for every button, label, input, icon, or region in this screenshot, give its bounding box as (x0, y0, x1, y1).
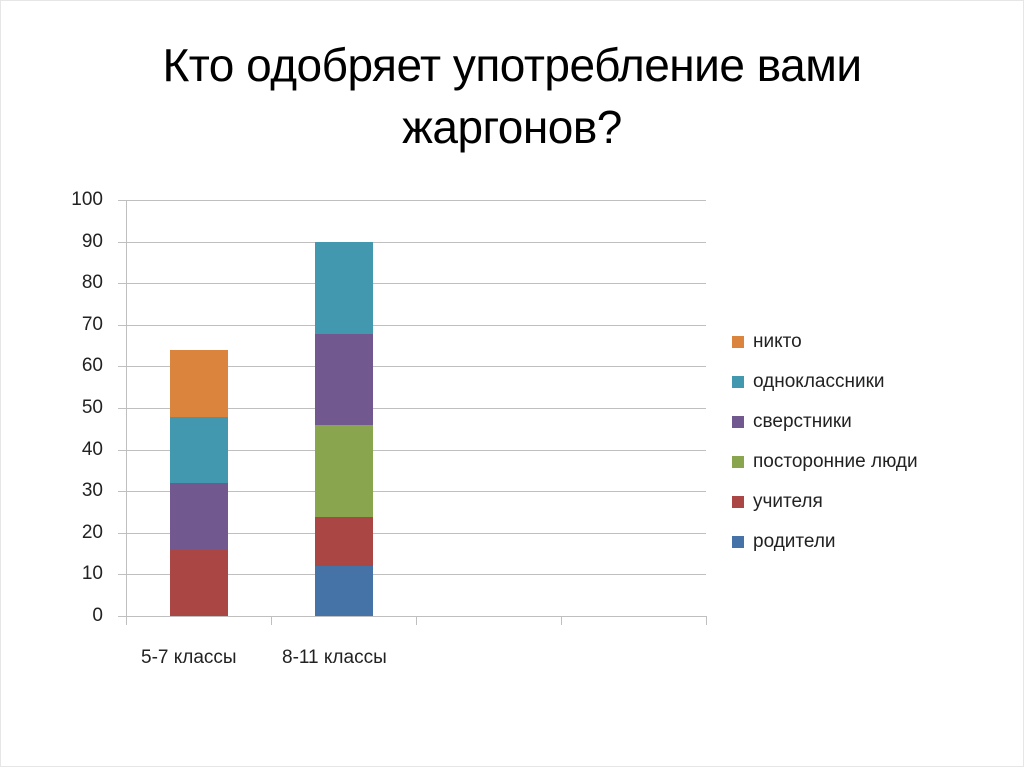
x-tick-mark (561, 616, 562, 625)
y-axis-line (126, 200, 127, 624)
title-line-1: Кто одобряет употребление вами (162, 39, 862, 91)
legend-swatch-icon (732, 336, 744, 348)
legend: никто одноклассники сверстники посторонние … (732, 322, 918, 562)
x-tick-mark (126, 616, 127, 625)
legend-label: посторонние люди (753, 451, 918, 472)
bar-segment-посторонние-люди (314, 425, 373, 517)
gridline-20 (118, 533, 706, 534)
gridline-70 (118, 325, 706, 326)
bar-segment-никто (169, 350, 228, 417)
gridline-50 (118, 408, 706, 409)
x-tick-mark (416, 616, 417, 625)
y-tick-label: 40 (81, 439, 103, 460)
x-tick-mark (271, 616, 272, 625)
y-tick-label: 80 (81, 272, 103, 293)
bar-segment-сверстники (169, 483, 228, 550)
y-tick-label: 50 (81, 397, 103, 418)
legend-item: родители (732, 522, 918, 562)
legend-swatch-icon (732, 376, 744, 388)
gridline-10 (118, 574, 706, 575)
y-tick-label: 90 (81, 231, 103, 252)
legend-item: посторонние люди (732, 442, 918, 482)
legend-item: учителя (732, 482, 918, 522)
legend-swatch-icon (732, 536, 744, 548)
gridline-90 (118, 242, 706, 243)
title-line-2: жаргонов? (402, 101, 622, 153)
legend-swatch-icon (732, 496, 744, 508)
x-category-label: 5-7 классы (141, 647, 237, 668)
legend-label: родители (753, 531, 836, 552)
y-tick-label: 100 (71, 189, 103, 210)
bar-segment-сверстники (314, 333, 373, 425)
gridline-100 (118, 200, 706, 201)
slide-title: Кто одобряет употребление вами жаргонов? (0, 34, 1024, 158)
legend-label: никто (753, 331, 802, 352)
gridline-60 (118, 366, 706, 367)
gridline-30 (118, 491, 706, 492)
gridline-0 (118, 616, 706, 617)
y-tick-label: 70 (81, 314, 103, 335)
legend-swatch-icon (732, 456, 744, 468)
legend-item: сверстники (732, 402, 918, 442)
bar-segment-родители (314, 566, 373, 616)
y-tick-label: 60 (81, 355, 103, 376)
legend-label: учителя (753, 491, 823, 512)
legend-item: никто (732, 322, 918, 362)
x-tick-mark (706, 616, 707, 625)
gridline-40 (118, 450, 706, 451)
y-tick-label: 10 (81, 563, 103, 584)
bar-segment-учителя (314, 516, 373, 566)
legend-swatch-icon (732, 416, 744, 428)
legend-label: одноклассники (753, 371, 885, 392)
x-category-label: 8-11 классы (282, 647, 387, 668)
legend-item: одноклассники (732, 362, 918, 402)
y-tick-label: 20 (81, 522, 103, 543)
gridline-80 (118, 283, 706, 284)
y-tick-label: 0 (92, 605, 103, 626)
bar-segment-одноклассники (169, 416, 228, 483)
bar-segment-одноклассники (314, 242, 373, 334)
bar-segment-учителя (169, 549, 228, 616)
legend-label: сверстники (753, 411, 852, 432)
y-tick-label: 30 (81, 480, 103, 501)
